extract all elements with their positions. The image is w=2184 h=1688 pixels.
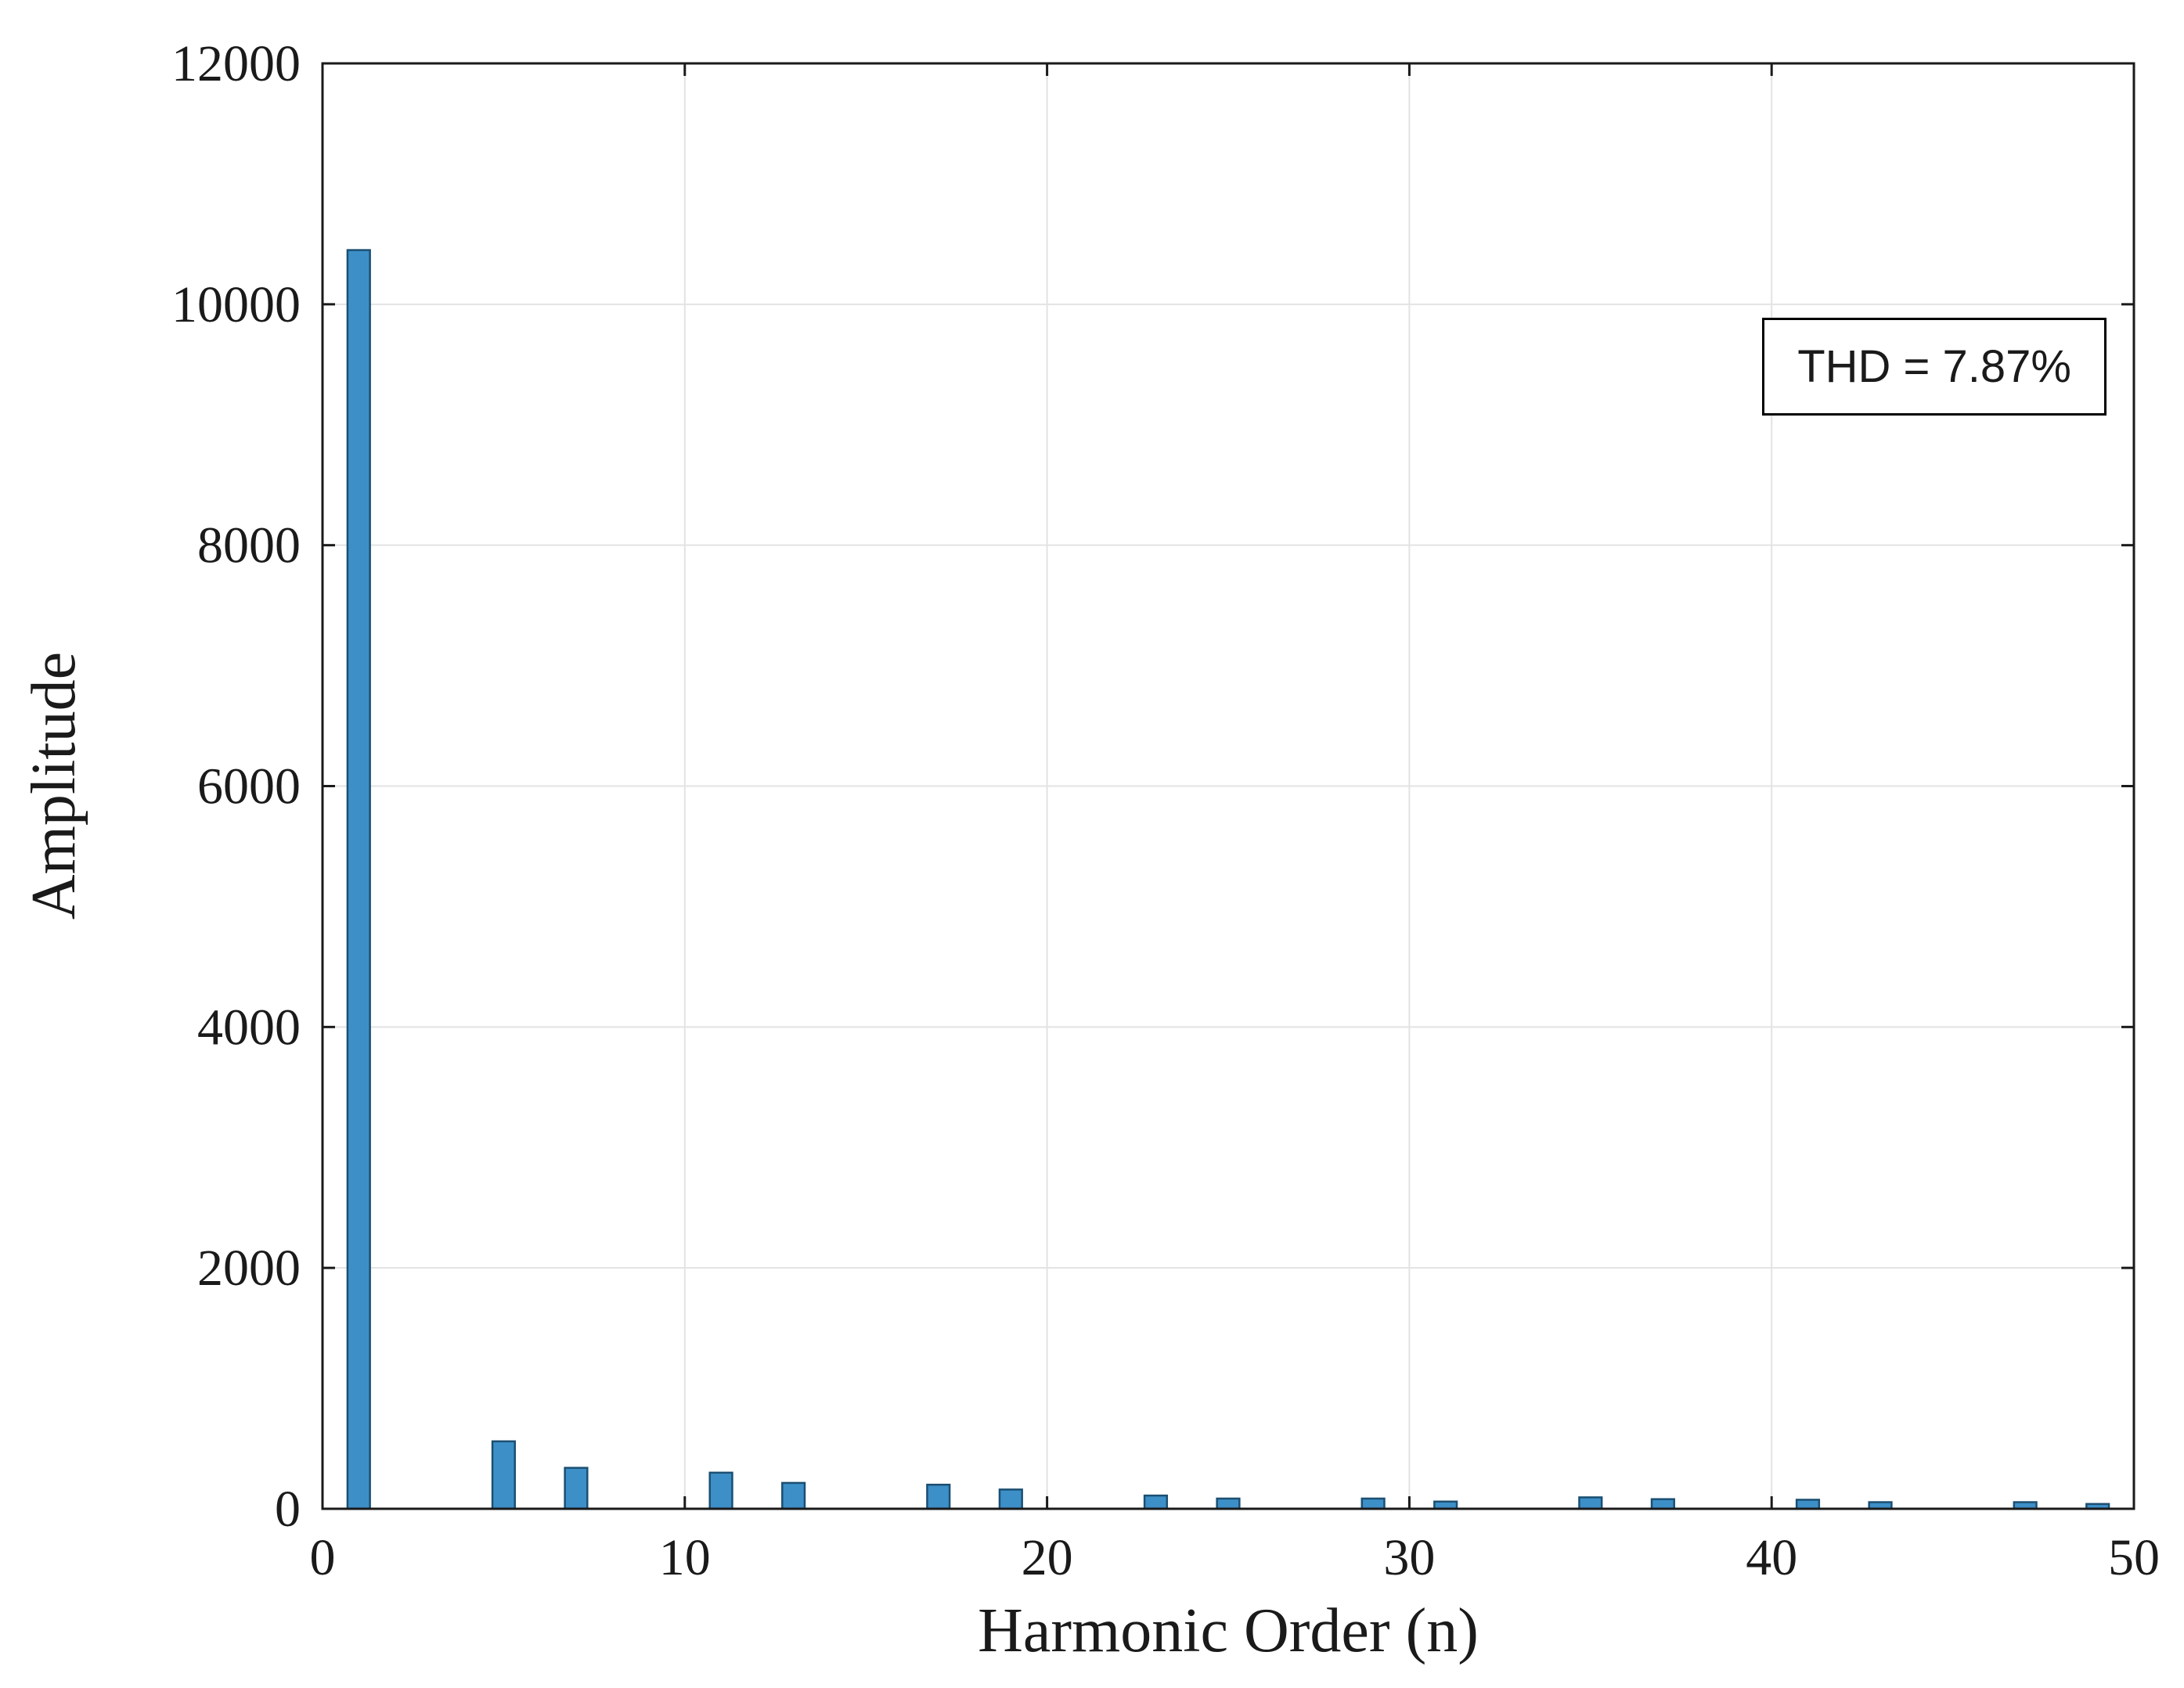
bar <box>1360 1497 1386 1510</box>
x-tick-label: 10 <box>659 1529 711 1586</box>
y-tick-label: 2000 <box>197 1240 301 1297</box>
bar <box>564 1467 589 1510</box>
thd-annotation-box: THD = 7.87% <box>1762 318 2107 416</box>
bar <box>491 1440 516 1510</box>
x-tick-label: 50 <box>2108 1529 2160 1586</box>
y-tick-label: 4000 <box>197 999 301 1056</box>
bar <box>926 1483 951 1510</box>
thd-annotation-text: THD = 7.87% <box>1797 341 2071 392</box>
bar <box>1795 1499 1821 1510</box>
bar <box>708 1471 733 1510</box>
y-tick-label: 0 <box>275 1481 301 1538</box>
x-tick-label: 0 <box>310 1529 336 1586</box>
bar <box>1578 1496 1603 1510</box>
x-tick-label: 30 <box>1383 1529 1435 1586</box>
x-axis-label: Harmonic Order (n) <box>978 1596 1479 1665</box>
bar <box>346 249 371 1510</box>
y-tick-label: 6000 <box>197 758 301 815</box>
bar <box>1216 1497 1241 1510</box>
bar <box>998 1488 1023 1510</box>
y-tick-label: 10000 <box>171 276 301 333</box>
y-tick-label: 8000 <box>197 517 301 574</box>
x-tick-label: 40 <box>1746 1529 1797 1586</box>
bar <box>1143 1494 1169 1510</box>
y-tick-label: 12000 <box>171 35 301 92</box>
x-tick-label: 20 <box>1022 1529 1073 1586</box>
chart-layer: 0 10 20 30 40 50 0 2000 4000 6000 8000 10000 12000 <box>171 35 2160 1586</box>
bar <box>1650 1498 1675 1510</box>
y-axis-label: Amplitude <box>20 652 88 920</box>
bar <box>781 1481 806 1510</box>
